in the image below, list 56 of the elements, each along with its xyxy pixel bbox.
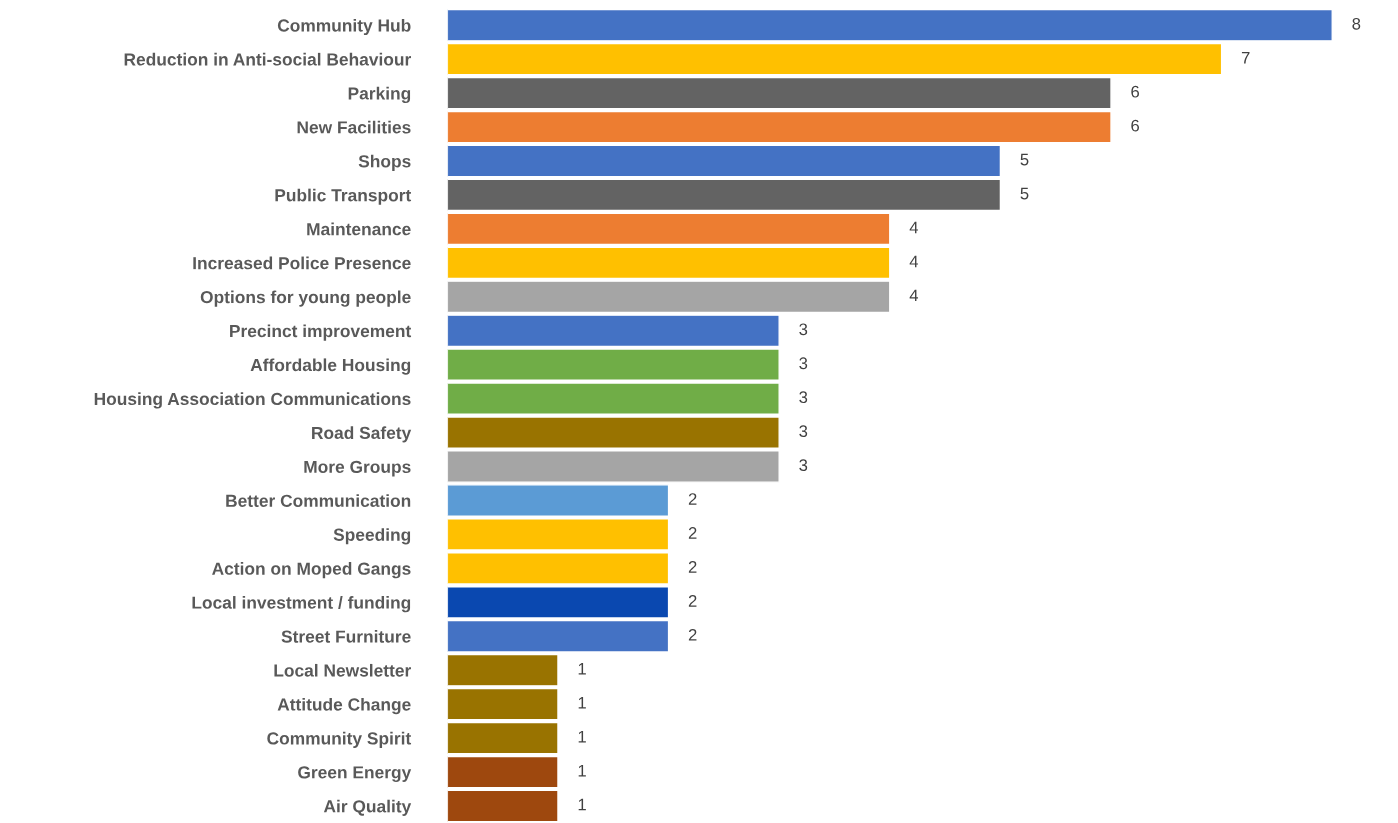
data-label: 7: [1241, 52, 1250, 64]
data-label: 4: [909, 221, 919, 234]
y-tick-label: Increased Police Presence: [193, 256, 411, 270]
y-tick-label: Action on Moped Gangs: [212, 562, 411, 579]
y-tick-label: Shops: [358, 154, 411, 171]
data-label: 8: [1352, 17, 1361, 30]
data-label: 2: [688, 527, 697, 539]
y-tick-label: Road Safety: [312, 426, 412, 443]
bar: [447, 144, 1002, 178]
data-label: 2: [688, 628, 697, 641]
y-tick-label: Attitude Change: [277, 697, 411, 715]
data-label: 1: [578, 764, 586, 777]
y-tick-label: Air Quality: [323, 799, 412, 816]
bar: [447, 178, 1002, 212]
y-tick-label: Community Spirit: [267, 731, 412, 749]
y-tick-label: Street Furniture: [281, 629, 411, 643]
data-label: 2: [688, 595, 697, 607]
y-tick-label: Speeding: [333, 528, 411, 545]
y-tick-label: Housing Association Communications: [94, 392, 411, 409]
data-label: 1: [578, 663, 586, 675]
y-tick-label: New Facilities: [297, 120, 411, 134]
data-label: 3: [799, 357, 808, 370]
y-tick-label: Community Hub: [277, 18, 411, 36]
y-tick-label: Options for young people: [200, 290, 411, 307]
y-tick-label: Public Transport: [275, 188, 412, 205]
data-label: 4: [909, 289, 919, 302]
data-label: 2: [688, 493, 697, 505]
y-tick-label: Green Energy: [298, 766, 412, 783]
data-label: 3: [799, 425, 808, 438]
bar: [447, 755, 559, 789]
data-label: 6: [1131, 119, 1140, 132]
bar: [447, 721, 559, 755]
bar: [447, 212, 891, 246]
y-tick-label: More Groups: [304, 460, 411, 477]
data-label: 3: [799, 323, 808, 336]
data-label: 6: [1131, 85, 1140, 98]
bar: [447, 76, 1112, 110]
data-label: 3: [799, 391, 808, 404]
bar: [447, 110, 1112, 144]
y-tick-label: Local investment / funding: [192, 596, 411, 613]
y-tick-label: Better Communication: [226, 494, 411, 507]
data-label: 5: [1020, 187, 1029, 200]
data-label: 1: [578, 697, 586, 709]
y-tick-label: Parking: [348, 86, 411, 104]
data-label: 1: [578, 730, 586, 743]
data-label: 2: [688, 561, 697, 573]
y-tick-label: Affordable Housing: [250, 358, 411, 375]
y-tick-label: Local Newsletter: [274, 663, 411, 677]
data-label: 3: [799, 459, 808, 472]
y-tick-label: Reduction in Anti-social Behaviour: [124, 52, 412, 66]
y-tick-label: Precinct improvement: [230, 324, 412, 341]
data-label: 5: [1020, 153, 1029, 166]
data-label: 1: [578, 798, 586, 811]
bar: [447, 789, 559, 823]
y-tick-label: Maintenance: [307, 222, 411, 236]
data-label: 4: [909, 255, 919, 268]
